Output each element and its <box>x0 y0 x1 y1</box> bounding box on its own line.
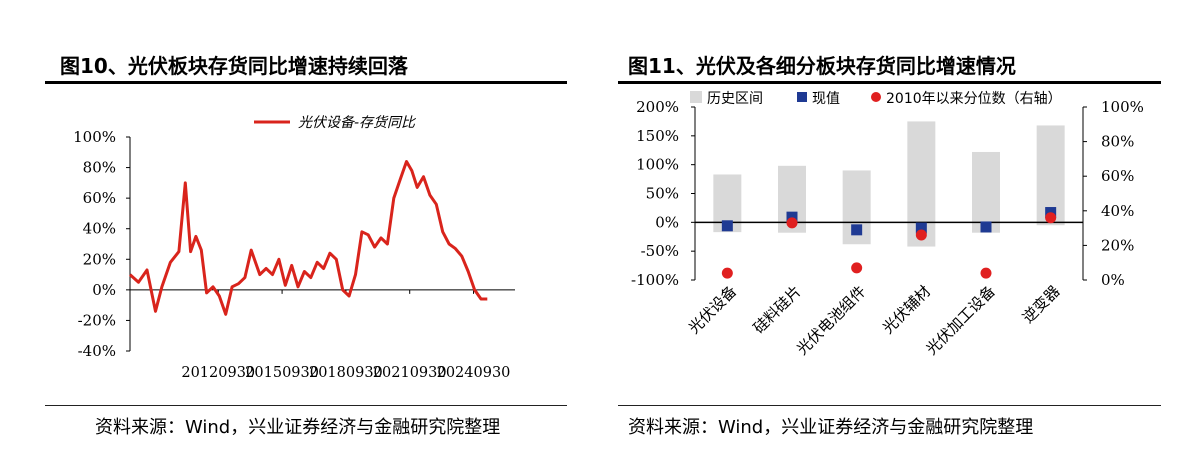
y-tick-label: -40% <box>78 342 116 360</box>
y-tick-label: 150% <box>636 127 679 145</box>
right-source-rule <box>618 405 1161 406</box>
percentile-marker <box>980 267 992 279</box>
y-tick-label: 200% <box>636 98 679 116</box>
x-category-label: 硅料硅片 <box>750 282 805 337</box>
y-tick-label: -50% <box>641 242 679 260</box>
y2-tick-label: 20% <box>1101 236 1134 254</box>
left-source-rule <box>45 405 567 406</box>
y-tick-label: 0% <box>92 281 116 299</box>
current-value-marker <box>721 220 733 232</box>
legend-label: 光伏设备-存货同比 <box>298 115 417 131</box>
left-source-note: 资料来源：Wind，兴业证券经济与金融研究院整理 <box>95 417 501 438</box>
y2-tick-label: 40% <box>1101 202 1134 220</box>
y-tick-label: 80% <box>83 159 116 177</box>
right-source-note: 资料来源：Wind，兴业证券经济与金融研究院整理 <box>628 417 1034 438</box>
legend-range-swatch <box>690 91 702 103</box>
x-category-label: 光伏加工设备 <box>922 282 998 358</box>
percentile-marker <box>1045 212 1057 224</box>
x-tick-label: 20180930 <box>309 365 383 381</box>
y-tick-label: 40% <box>83 220 116 238</box>
x-category-label: 逆变器 <box>1019 282 1064 327</box>
right-chart-title: 图11、光伏及各细分板块存货同比增速情况 <box>628 54 1016 78</box>
current-value-marker <box>786 211 798 223</box>
x-tick-label: 20210930 <box>373 365 447 381</box>
current-value-marker <box>851 224 863 236</box>
x-tick-label: 20120930 <box>181 365 255 381</box>
y-tick-label: -100% <box>631 271 679 289</box>
legend-current-label: 现值 <box>812 91 840 107</box>
y2-tick-label: 0% <box>1101 271 1125 289</box>
current-value-marker <box>980 221 992 233</box>
percentile-marker <box>721 267 733 279</box>
x-category-label: 光伏电池组件 <box>793 282 869 358</box>
series-line-inventory-yoy <box>129 160 488 316</box>
left-title-rule <box>45 81 567 84</box>
y2-tick-label: 60% <box>1101 167 1134 185</box>
legend-current-swatch <box>797 92 807 102</box>
percentile-marker <box>786 217 798 229</box>
legend-percentile-swatch <box>871 92 881 102</box>
y2-tick-label: 100% <box>1101 98 1144 116</box>
x-category-label: 光伏辅材 <box>879 282 934 337</box>
y-tick-label: -20% <box>78 311 116 329</box>
legend-range-label: 历史区间 <box>707 91 763 107</box>
y-tick-label: 60% <box>83 189 116 207</box>
y-tick-label: 20% <box>83 250 116 268</box>
y-tick-label: 50% <box>646 185 679 203</box>
x-tick-label: 20150930 <box>245 365 319 381</box>
right-title-rule <box>618 81 1161 84</box>
current-value-marker <box>915 222 927 234</box>
x-tick-label: 20240930 <box>437 365 511 381</box>
legend-percentile-label: 2010年以来分位数（右轴） <box>886 91 1062 107</box>
left-chart-title: 图10、光伏板块存货同比增速持续回落 <box>60 54 408 78</box>
percentile-marker <box>915 229 927 241</box>
range-bar <box>972 151 1000 233</box>
x-category-label: 光伏设备 <box>685 282 740 337</box>
y-tick-label: 0% <box>655 213 679 231</box>
y-tick-label: 100% <box>636 156 679 174</box>
y-tick-label: 100% <box>73 128 116 146</box>
y2-tick-label: 80% <box>1101 133 1134 151</box>
percentile-marker <box>851 262 863 274</box>
